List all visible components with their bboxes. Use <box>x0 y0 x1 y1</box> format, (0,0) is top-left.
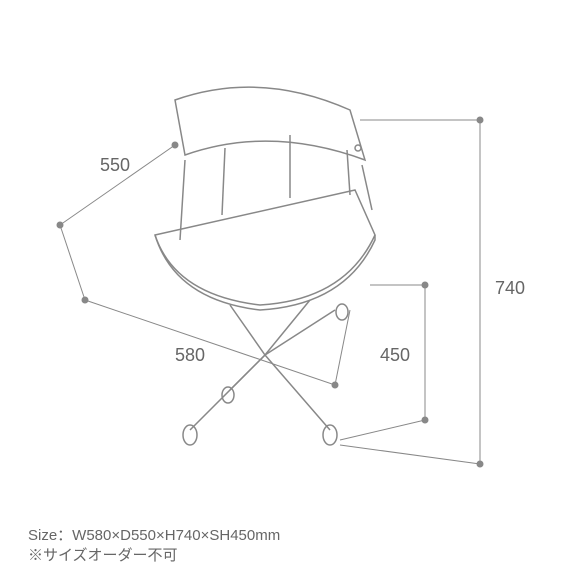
backrest-detail <box>355 145 361 151</box>
chair-seat <box>155 190 375 305</box>
foot-front-left <box>183 425 197 445</box>
back-bar-left <box>222 148 225 215</box>
depth-label: 550 <box>100 155 130 176</box>
rear-right-connector <box>362 165 372 210</box>
seat-height-label: 450 <box>380 345 410 366</box>
chair-backrest <box>175 87 365 160</box>
dim-line-width <box>85 300 335 385</box>
dim-ext <box>340 445 480 464</box>
size-text: Size：W580×D550×H740×SH450mm <box>28 524 280 545</box>
dim-ext <box>60 225 85 300</box>
seat-edge <box>155 235 375 310</box>
dim-dot <box>172 142 178 148</box>
dim-ext <box>340 420 425 440</box>
leg-extra <box>230 355 265 390</box>
foot-back-right <box>336 304 348 320</box>
note-text: ※サイズオーダー不可 <box>28 544 178 565</box>
dim-ext <box>335 310 350 385</box>
back-bar-right <box>347 150 350 195</box>
foot-back-left <box>222 387 234 403</box>
leg-back-right <box>265 310 335 355</box>
width-label: 580 <box>175 345 205 366</box>
diagram-canvas: 550 580 450 740 Size：W580×D550×H740×SH45… <box>0 0 583 583</box>
leg-cross-1 <box>230 305 330 430</box>
dim-dot <box>82 297 88 303</box>
height-label: 740 <box>495 278 525 299</box>
foot-front-right <box>323 425 337 445</box>
leg-cross-2 <box>190 300 310 430</box>
